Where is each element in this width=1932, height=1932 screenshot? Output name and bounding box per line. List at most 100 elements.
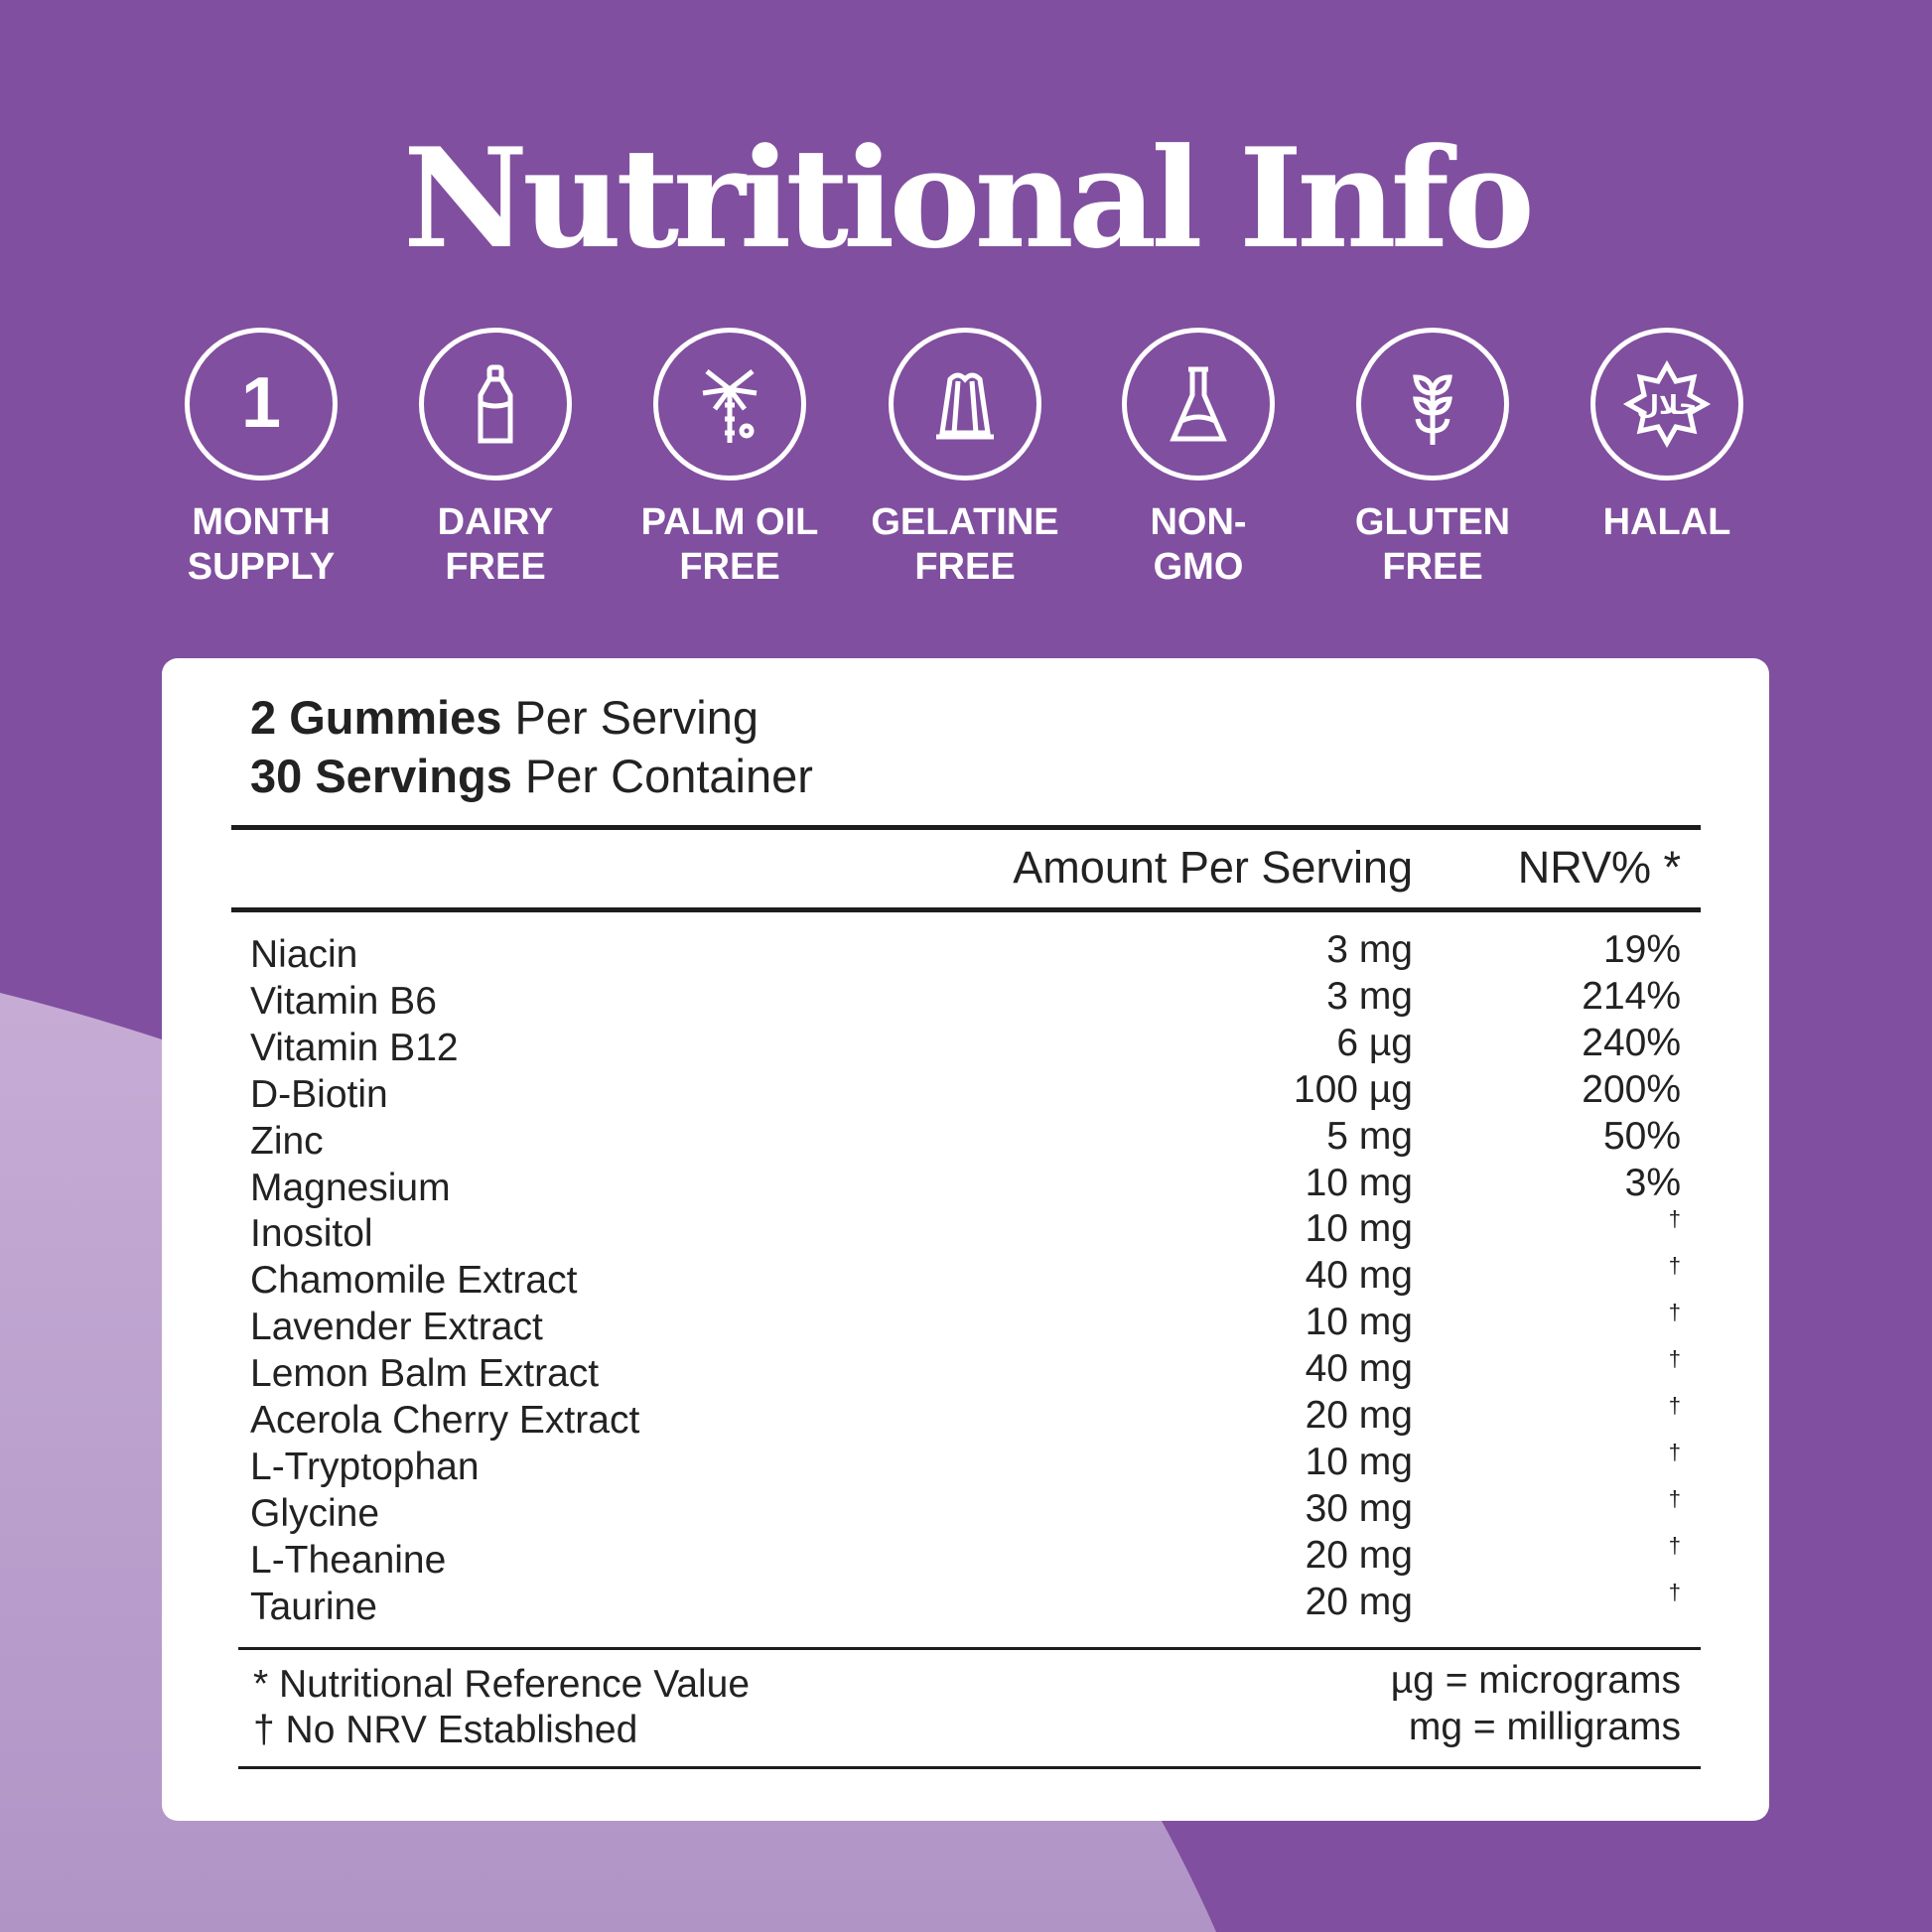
nutrient-name: L-Tryptophan [250,1445,480,1488]
serving-size: 2 Gummies Per Serving [250,690,759,746]
flask-icon [1170,366,1227,442]
nutrient-amount: 20 mg [1305,1394,1413,1437]
nutrient-nrv: † [1668,1485,1681,1511]
nutrient-amount: 10 mg [1305,1207,1413,1251]
table-row: Magnesium 10 mg 3% [250,1162,1681,1213]
nutrient-name: Acerola Cherry Extract [250,1399,640,1442]
nutrient-amount: 3 mg [1326,974,1413,1018]
table-row: Glycine 30 mg † [250,1486,1681,1539]
badge-label: GLUTEN FREE [1354,501,1511,588]
servings-text: Per Container [511,750,813,802]
table-row: Taurine 20 mg † [250,1580,1681,1632]
nutrient-nrv: † [1668,1439,1681,1464]
nutrient-name: Lemon Balm Extract [250,1352,600,1396]
nutrient-amount: 10 mg [1305,1440,1413,1483]
nutrient-nrv: † [1668,1393,1681,1418]
nutrient-nrv: † [1668,1579,1681,1604]
nutrient-amount: 40 mg [1305,1254,1413,1298]
nutrient-name: Niacin [250,933,358,976]
servings-per-container: 30 Servings Per Container [250,749,813,804]
nutrient-name: Vitamin B12 [250,1026,459,1069]
badge-flask: NON- GMO [1084,328,1312,590]
table-row: Lavender Extract 10 mg † [250,1300,1681,1352]
badge-halal: حلال HALAL [1553,328,1781,545]
nutrient-name: Taurine [250,1585,377,1628]
nutrient-amount: 3 mg [1326,928,1413,971]
badge-label: HALAL [1602,501,1731,543]
nutrient-name: D-Biotin [250,1072,388,1116]
nutrient-nrv: † [1668,1532,1681,1558]
jelly-mould-icon [936,372,994,440]
table-row: Lemon Balm Extract 40 mg † [250,1346,1681,1399]
nutrient-amount: 30 mg [1305,1486,1413,1530]
nutrient-amount: 40 mg [1305,1347,1413,1391]
divider [238,1766,1701,1769]
nutrient-nrv: 200% [1582,1067,1681,1111]
nutrient-nrv: 240% [1582,1021,1681,1064]
nutrient-amount: 6 µg [1336,1021,1413,1064]
nutrient-name: Chamomile Extract [250,1259,578,1303]
nutrient-amount: 10 mg [1305,1161,1413,1204]
badge-label: DAIRY FREE [437,501,554,588]
badge-circle [889,328,1041,481]
badge-milk-bottle: DAIRY FREE [381,328,610,590]
divider [238,1647,1701,1650]
badge-label: MONTH SUPPLY [187,501,336,588]
halal-icon: حلال [1622,359,1712,449]
nutrient-name: Lavender Extract [250,1306,543,1349]
nutrient-nrv: 214% [1582,974,1681,1018]
badge-wheat: GLUTEN FREE [1318,328,1547,590]
badge-circle: حلال [1590,328,1743,481]
serving-size-bold: 2 Gummies [250,691,502,744]
nutrient-name: L-Theanine [250,1538,447,1582]
table-row: Vitamin B12 6 µg 240% [250,1022,1681,1073]
nutrition-card: 2 Gummies Per Serving 30 Servings Per Co… [162,658,1769,1821]
badge-circle [1122,328,1275,481]
badge-jelly-mould: GELATINE FREE [851,328,1079,590]
nutrient-name: Inositol [250,1212,373,1256]
ug-note: µg = micrograms [1390,1659,1681,1702]
badge-label: NON- GMO [1150,501,1247,588]
svg-text:1: 1 [241,363,281,443]
wheat-icon [1413,374,1452,445]
no-nrv-note: † No NRV Established [253,1709,638,1751]
table-row: D-Biotin 100 µg 200% [250,1068,1681,1120]
nrv-note: * Nutritional Reference Value [253,1663,751,1706]
nutrient-nrv: † [1668,1300,1681,1325]
milk-bottle-icon [478,364,513,444]
nutrient-nrv: 50% [1602,1114,1681,1158]
nutrient-amount: 100 µg [1293,1067,1413,1111]
badge-circle: 1 [185,328,338,481]
nutrient-name: Zinc [250,1119,324,1163]
table-row: L-Theanine 20 mg † [250,1533,1681,1586]
nutrient-amount: 20 mg [1305,1580,1413,1623]
nutrient-name: Magnesium [250,1166,451,1209]
serving-size-text: Per Serving [501,691,759,744]
table-row: Vitamin B6 3 mg 214% [250,975,1681,1027]
nutrient-nrv: † [1668,1206,1681,1232]
divider [231,907,1701,912]
table-row: Chamomile Extract 40 mg † [250,1253,1681,1306]
palm-tree-icon [702,369,758,443]
nutrient-nrv: † [1668,1253,1681,1279]
page-title: Nutritional Info [402,117,1535,279]
nutrient-nrv: 19% [1602,928,1681,971]
badge-circle [419,328,572,481]
servings-bold: 30 Servings [250,750,512,802]
table-row: Zinc 5 mg 50% [250,1115,1681,1167]
nutrient-nrv: † [1668,1346,1681,1372]
mg-note: mg = milligrams [1408,1706,1681,1748]
divider [231,825,1701,830]
nutrient-nrv: 3% [1624,1161,1681,1204]
table-row: L-Tryptophan 10 mg † [250,1440,1681,1492]
badge-label: PALM OIL FREE [640,501,819,588]
nutrient-amount: 5 mg [1326,1114,1413,1158]
nrv-header: NRV% * [1517,842,1681,893]
badge-palm-tree: PALM OIL FREE [616,328,844,590]
svg-text:حلال: حلال [1636,391,1697,421]
table-row: Niacin 3 mg 19% [250,928,1681,980]
badge-label: GELATINE FREE [871,501,1059,588]
nutrient-name: Glycine [250,1491,380,1535]
nutrient-amount: 20 mg [1305,1533,1413,1577]
table-row: Inositol 10 mg † [250,1206,1681,1259]
